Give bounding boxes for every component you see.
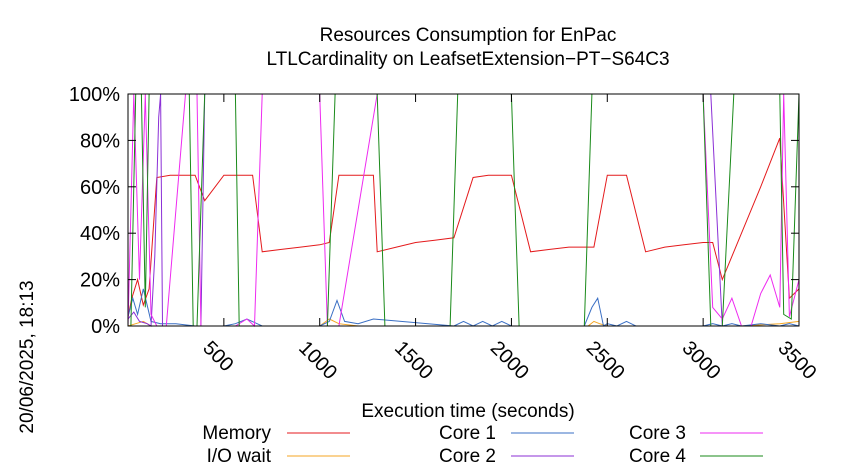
chart-title: Resources Consumption for EnPac bbox=[320, 25, 617, 46]
y-tick-label: 100% bbox=[69, 84, 120, 106]
x-tick-label: 500 bbox=[198, 337, 237, 376]
series-layer bbox=[127, 93, 800, 328]
x-tick-label: 2500 bbox=[582, 337, 629, 384]
x-tick-label: 3000 bbox=[678, 337, 725, 384]
legend-label: I/O wait bbox=[207, 446, 272, 467]
x-tick-label: 1000 bbox=[294, 337, 341, 384]
legend-label: Core 1 bbox=[439, 423, 496, 444]
series-line-core-4 bbox=[128, 93, 800, 327]
plot-frame bbox=[127, 93, 800, 327]
x-tick-label: 3500 bbox=[773, 337, 820, 384]
legend-label: Core 2 bbox=[439, 446, 496, 467]
x-tick-label: 1500 bbox=[390, 337, 437, 384]
series-line-core-1 bbox=[127, 288, 800, 327]
legend-label: Core 4 bbox=[629, 446, 686, 467]
y-tick-label: 60% bbox=[80, 177, 120, 199]
y-tick-label: 20% bbox=[80, 270, 120, 292]
x-axis-label: Execution time (seconds) bbox=[361, 401, 574, 422]
x-tick-label: 2000 bbox=[486, 337, 533, 384]
series-line-core-3 bbox=[127, 93, 800, 328]
y-tick-label: 40% bbox=[80, 223, 120, 245]
y-tick-label: 80% bbox=[80, 130, 120, 152]
legend-label: Memory bbox=[202, 423, 271, 444]
chart-subtitle: LTLCardinality on LeafsetExtension−PT−S6… bbox=[266, 49, 669, 70]
series-line-memory bbox=[127, 137, 800, 317]
y-axis: 0% 20% 40% 60% 80% 100% bbox=[69, 84, 799, 338]
timestamp: 20/06/2025, 18:13 bbox=[17, 280, 38, 433]
y-tick-label: 0% bbox=[91, 316, 120, 338]
series-line-core-2 bbox=[127, 93, 799, 327]
legend-label: Core 3 bbox=[629, 423, 686, 444]
x-axis: 500 1000 1500 2000 2500 3000 3500 bbox=[198, 94, 820, 384]
